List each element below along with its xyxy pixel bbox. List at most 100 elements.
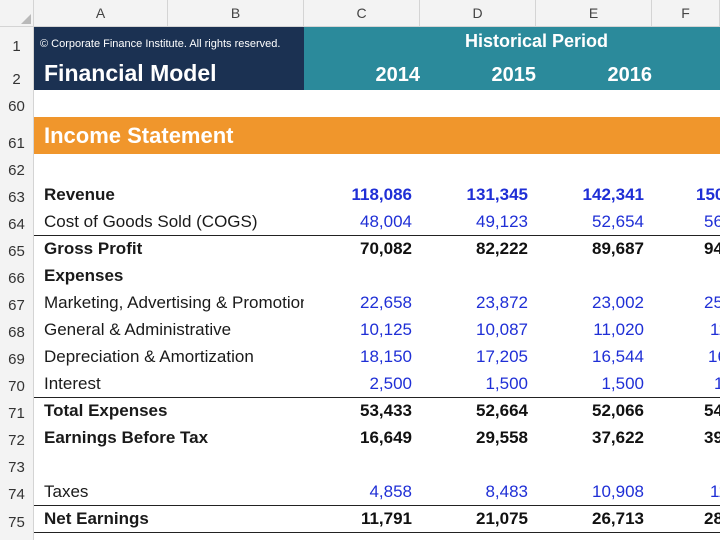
total-expenses-label[interactable]: Total Expenses (34, 397, 304, 424)
year-2014[interactable]: 2014 (375, 64, 421, 86)
interest-label[interactable]: Interest (44, 374, 101, 393)
row-header[interactable]: 68 (0, 316, 34, 343)
expenses-label[interactable]: Expenses (44, 266, 124, 285)
marketing-label[interactable]: Marketing, Advertising & Promotion (44, 293, 304, 312)
year-2015[interactable]: 2015 (491, 64, 537, 86)
revenue-2017[interactable]: 150 (696, 185, 720, 204)
cogs-2017[interactable]: 56 (704, 212, 720, 231)
taxes-2015[interactable]: 8,483 (485, 482, 528, 501)
depreciation-2015[interactable]: 17,205 (476, 347, 528, 366)
row-header[interactable]: 69 (0, 343, 34, 370)
general-admin-2017[interactable]: 11 (710, 320, 720, 339)
sheet-row-62: 62 (0, 154, 720, 181)
cogs-2016[interactable]: 52,654 (592, 212, 644, 231)
row-header[interactable] (0, 533, 34, 540)
taxes-2014[interactable]: 4,858 (369, 482, 412, 501)
gross-profit-2016[interactable]: 89,687 (536, 235, 652, 262)
interest-2014[interactable]: 2,500 (369, 374, 412, 393)
period-banner-cell[interactable]: Historical Period (304, 27, 720, 57)
sheet-row-2: 2 Financial Model 2014 2015 2016 (0, 57, 720, 90)
row-header[interactable]: 67 (0, 289, 34, 316)
marketing-2014[interactable]: 22,658 (360, 293, 412, 312)
row-header[interactable]: 64 (0, 208, 34, 235)
total-expenses-2015[interactable]: 52,664 (420, 397, 536, 424)
copyright-cell[interactable]: © Corporate Finance Institute. All right… (34, 27, 304, 57)
revenue-2014[interactable]: 118,086 (351, 185, 412, 204)
column-header-c[interactable]: C (304, 0, 420, 26)
year-2016[interactable]: 2016 (607, 64, 653, 86)
net-earnings-2015[interactable]: 21,075 (420, 505, 536, 533)
revenue-label[interactable]: Revenue (44, 185, 115, 204)
row-header[interactable]: 60 (0, 90, 34, 117)
revenue-2016[interactable]: 142,341 (582, 185, 644, 204)
gross-profit-2017[interactable]: 94 (652, 235, 720, 262)
depreciation-2016[interactable]: 16,544 (592, 347, 644, 366)
interest-2015[interactable]: 1,500 (485, 374, 528, 393)
total-expenses-2014[interactable]: 53,433 (304, 397, 420, 424)
row-header[interactable]: 71 (0, 397, 34, 424)
column-header-a[interactable]: A (34, 0, 168, 26)
marketing-2017[interactable]: 25 (704, 293, 720, 312)
row-header[interactable]: 61 (0, 117, 34, 154)
depreciation-label[interactable]: Depreciation & Amortization (44, 347, 254, 366)
sheet-row-71: 71 Total Expenses 53,433 52,664 52,066 5… (0, 397, 720, 424)
row-header[interactable]: 72 (0, 424, 34, 451)
cogs-2014[interactable]: 48,004 (360, 212, 412, 231)
depreciation-2014[interactable]: 18,150 (360, 347, 412, 366)
general-admin-label[interactable]: General & Administrative (44, 320, 232, 339)
gross-profit-2015[interactable]: 82,222 (420, 235, 536, 262)
ebt-2017[interactable]: 39 (704, 428, 720, 447)
column-header-f[interactable]: F (652, 0, 720, 26)
depreciation-2017[interactable]: 16 (708, 347, 720, 366)
sheet-row-75: 75 Net Earnings 11,791 21,075 26,713 28 (0, 505, 720, 533)
cogs-label[interactable]: Cost of Goods Sold (COGS) (44, 212, 258, 231)
years-cell: 2014 2015 2016 (304, 57, 720, 90)
marketing-2015[interactable]: 23,872 (476, 293, 528, 312)
column-header-e[interactable]: E (536, 0, 652, 26)
revenue-2015[interactable]: 131,345 (466, 185, 528, 204)
general-admin-2015[interactable]: 10,087 (476, 320, 528, 339)
marketing-2016[interactable]: 23,002 (592, 293, 644, 312)
net-earnings-2017[interactable]: 28 (652, 505, 720, 533)
ebt-label[interactable]: Earnings Before Tax (44, 428, 209, 447)
row-header[interactable]: 73 (0, 451, 34, 478)
taxes-2017[interactable]: 11 (710, 482, 720, 501)
general-admin-2016[interactable]: 11,020 (593, 320, 644, 339)
row-header[interactable]: 2 (0, 57, 34, 90)
total-expenses-2016[interactable]: 52,066 (536, 397, 652, 424)
general-admin-2014[interactable]: 10,125 (360, 320, 412, 339)
ebt-2016[interactable]: 37,622 (592, 428, 644, 447)
row-header[interactable]: 1 (0, 27, 34, 57)
gross-profit-label[interactable]: Gross Profit (34, 235, 304, 262)
taxes-label[interactable]: Taxes (44, 482, 89, 501)
row-header[interactable]: 74 (0, 478, 34, 505)
row-header[interactable]: 66 (0, 262, 34, 289)
select-all-corner[interactable] (0, 0, 34, 26)
interest-2017[interactable]: 1 (714, 374, 720, 393)
row-header[interactable]: 65 (0, 235, 34, 262)
ebt-2014[interactable]: 16,649 (360, 428, 412, 447)
net-earnings-2014[interactable]: 11,791 (304, 505, 420, 533)
taxes-2016[interactable]: 10,908 (592, 482, 644, 501)
total-expenses-2017[interactable]: 54 (652, 397, 720, 424)
sheet-row-69: 69 Depreciation & Amortization 18,150 17… (0, 343, 720, 370)
row-header[interactable]: 62 (0, 154, 34, 181)
row-header[interactable]: 70 (0, 370, 34, 397)
net-earnings-label[interactable]: Net Earnings (34, 505, 304, 533)
interest-2016[interactable]: 1,500 (601, 374, 644, 393)
sheet-row-60: 60 (0, 90, 720, 117)
column-header-d[interactable]: D (420, 0, 536, 26)
sheet-row-76 (0, 533, 720, 540)
row-header[interactable]: 75 (0, 505, 34, 533)
net-earnings-2016[interactable]: 26,713 (536, 505, 652, 533)
column-header-b[interactable]: B (168, 0, 304, 26)
section-header-cell[interactable]: Income Statement (34, 117, 720, 154)
period-label: Historical Period (464, 31, 609, 51)
row-header[interactable]: 63 (0, 181, 34, 208)
ebt-2015[interactable]: 29,558 (476, 428, 528, 447)
model-title-cell[interactable]: Financial Model (34, 57, 304, 90)
cogs-2015[interactable]: 49,123 (476, 212, 528, 231)
model-title: Financial Model (44, 60, 217, 86)
gross-profit-2014[interactable]: 70,082 (304, 235, 420, 262)
